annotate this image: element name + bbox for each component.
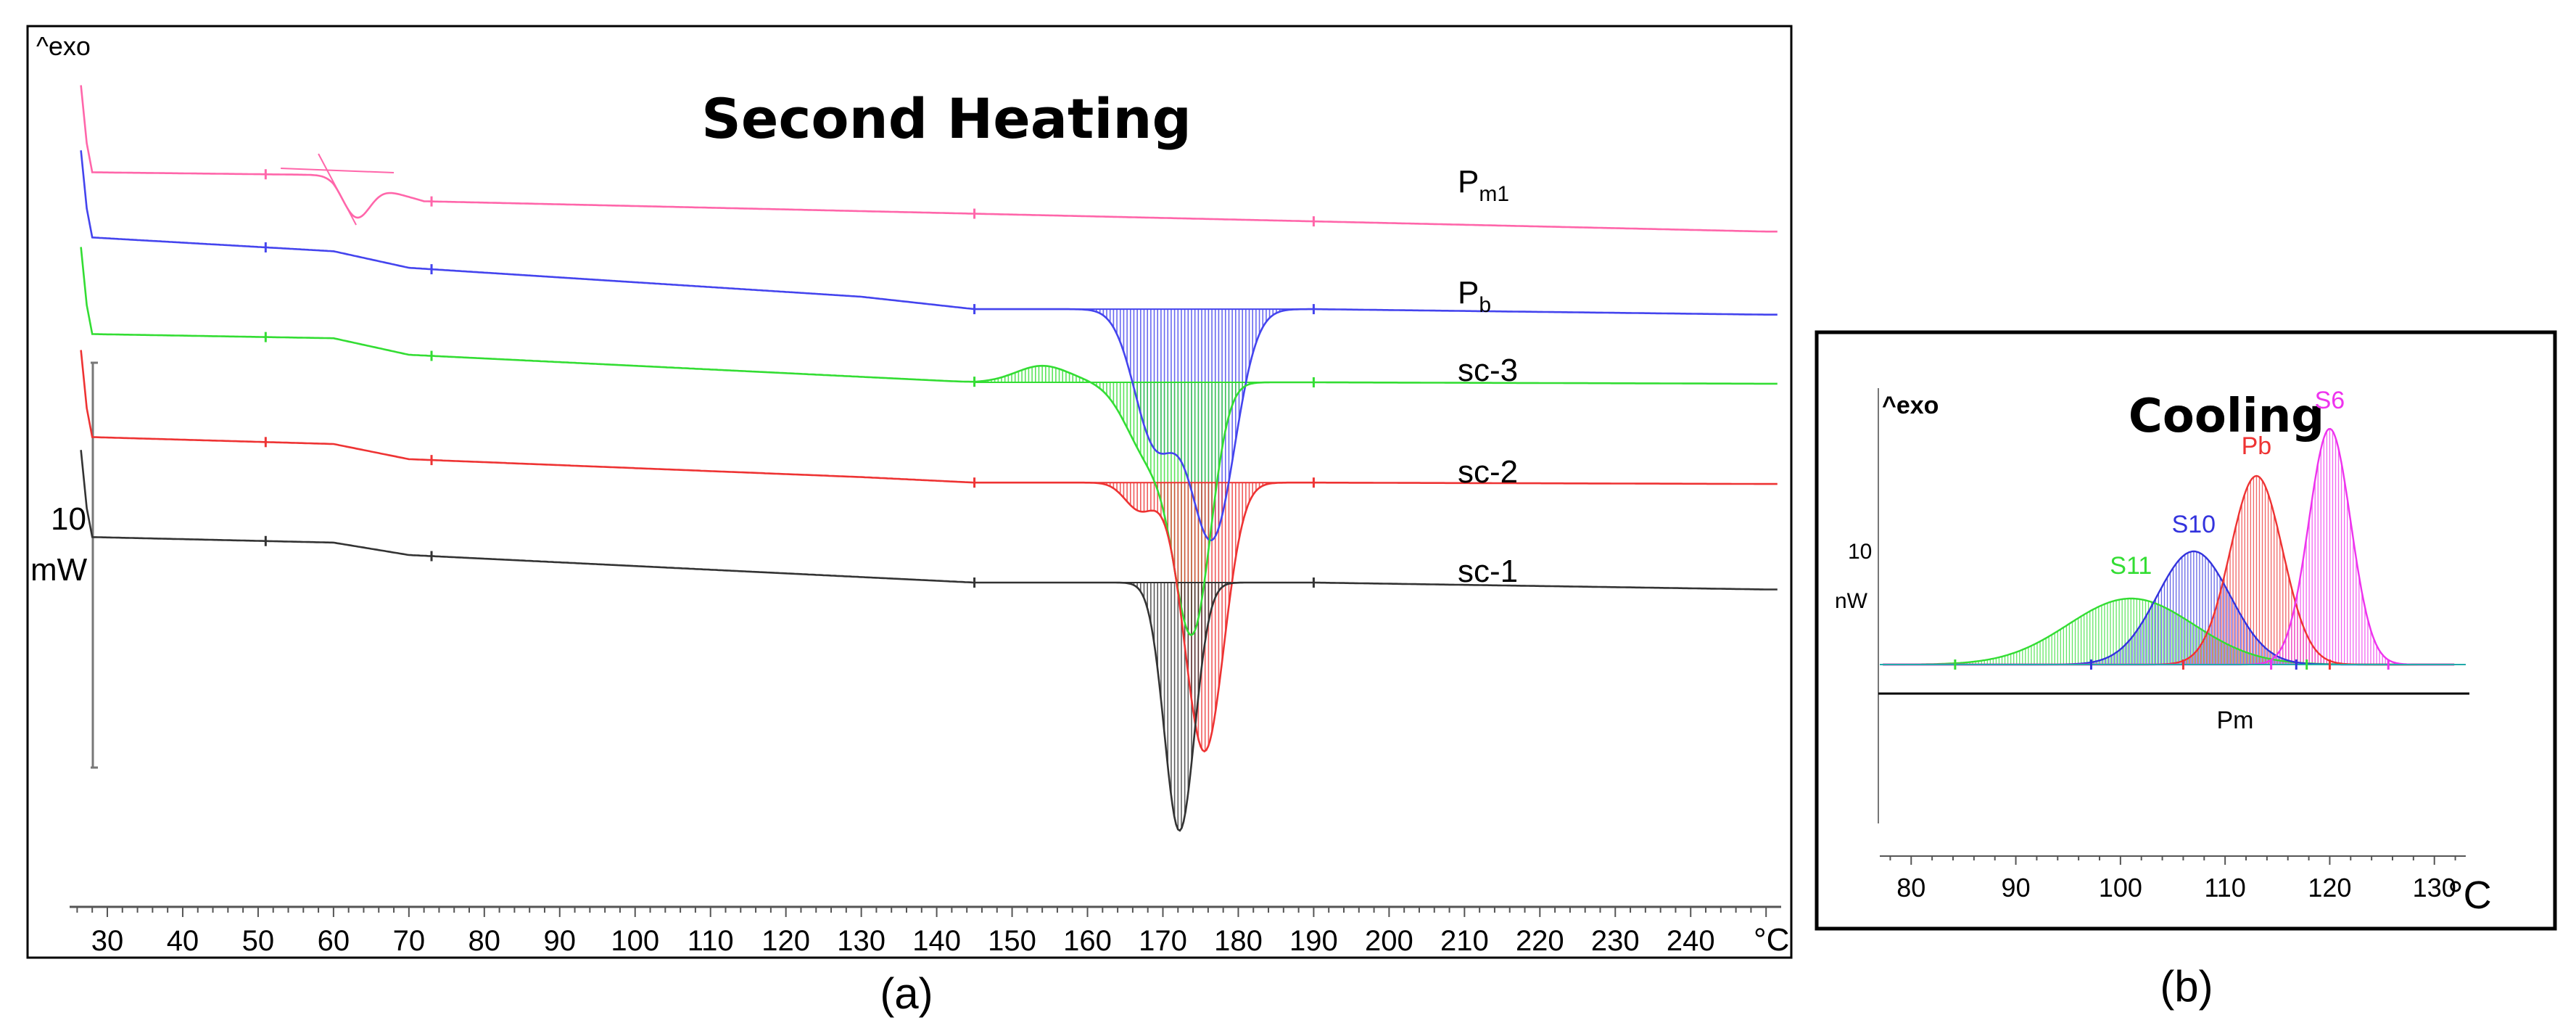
- x-tick-label: 110: [688, 925, 734, 957]
- series-curve-P_b: [80, 150, 1778, 542]
- x-tick-label: 80: [468, 925, 501, 957]
- series-curve-P_m1: [80, 85, 1778, 233]
- chart-a-scale-value: 10: [51, 501, 86, 537]
- chart-a-scale-bar: [91, 361, 98, 769]
- chart-a-caption: (a): [880, 969, 933, 1018]
- x-tick-label: 230: [1591, 925, 1640, 957]
- series-curve-sc-1: [80, 450, 1778, 832]
- x-tick-label: 70: [393, 925, 426, 957]
- x-tick-label: 120: [761, 925, 810, 957]
- x-tick-label: 210: [1440, 925, 1489, 957]
- series-label-P_m1: Pm1: [1458, 164, 1509, 206]
- chart-a-title: Second Heating: [701, 86, 1192, 151]
- x-tick-label: 90: [544, 925, 577, 957]
- chart-a-frame: [26, 25, 1793, 959]
- x-tick-label: 220: [1516, 925, 1564, 957]
- tangent-line: [281, 168, 395, 173]
- x-tick-label: 140: [912, 925, 961, 957]
- x-tick-label: 130: [837, 925, 886, 957]
- x-tick-label: 190: [1289, 925, 1338, 957]
- series-label-sc-3: sc-3: [1458, 353, 1518, 388]
- chart-a-limit-markers: [264, 169, 1315, 588]
- tangent-line: [318, 153, 357, 226]
- x-tick-label: 60: [318, 925, 350, 957]
- chart-a-x-tick-labels: 30 40 50 60 70 80 90 100 110 120 130 140 150 160 170 18…: [91, 925, 1715, 957]
- x-tick-label: 50: [242, 925, 275, 957]
- x-tick-label: 170: [1139, 925, 1187, 957]
- series-label-sc-2: sc-2: [1458, 454, 1518, 490]
- chart-a-x-ticks: [76, 907, 1767, 917]
- x-tick-label: 30: [91, 925, 124, 957]
- x-tick-label: 240: [1667, 925, 1715, 957]
- chart-a-curves: [80, 85, 1778, 832]
- series-label-sc-1: sc-1: [1458, 554, 1518, 589]
- series-curve-sc-3: [80, 247, 1778, 637]
- chart-a-series-labels: Pm1 Pb sc-3 sc-2 sc-1: [1458, 164, 1518, 589]
- series-curve-sc-2: [80, 350, 1778, 753]
- chart-a-exo-label: ^exo: [36, 31, 91, 61]
- chart-a-x-unit: °C: [1754, 922, 1789, 958]
- x-tick-label: 180: [1214, 925, 1263, 957]
- x-tick-label: 200: [1365, 925, 1413, 957]
- x-tick-label: 100: [611, 925, 659, 957]
- x-tick-label: 150: [988, 925, 1036, 957]
- x-tick-label: 160: [1063, 925, 1112, 957]
- series-label-P_b: Pb: [1458, 275, 1491, 317]
- chart-a-scale-unit: mW: [30, 552, 88, 588]
- x-tick-label: 40: [167, 925, 199, 957]
